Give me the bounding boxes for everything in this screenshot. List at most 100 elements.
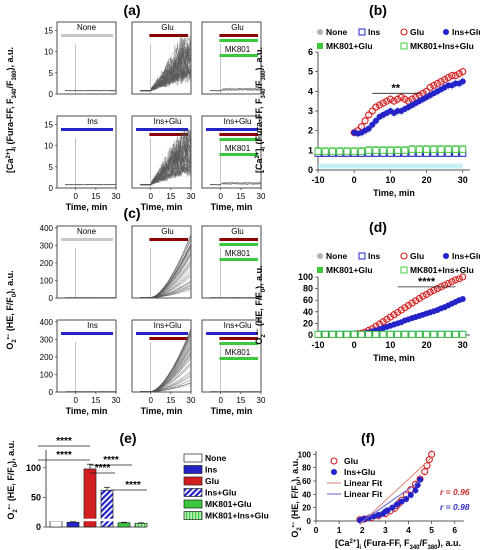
condition-label: MK801 bbox=[225, 45, 251, 54]
glu-stimulus-bar bbox=[219, 34, 258, 37]
y-tick-label: 100 bbox=[26, 463, 41, 473]
point-mk801-ins-glu bbox=[365, 146, 373, 154]
legend-label: Glu bbox=[410, 251, 424, 261]
glu-stimulus-bar bbox=[149, 34, 188, 37]
ylabel-part: i bbox=[12, 147, 18, 149]
legend-label: MK801+Ins+Glu bbox=[410, 41, 474, 51]
y-tick-label: 0 bbox=[36, 522, 41, 532]
point-none bbox=[317, 29, 323, 35]
x-tick-label: 0 bbox=[314, 525, 319, 535]
sub: 0 bbox=[297, 481, 303, 485]
mk801-stimulus-bar bbox=[219, 39, 258, 42]
sub: i bbox=[359, 545, 361, 550]
ylabel-part: 2+ bbox=[6, 151, 12, 158]
point-ins-glu bbox=[459, 78, 466, 85]
point-mk801-ins-glu bbox=[350, 147, 358, 155]
legend-swatch bbox=[183, 511, 203, 520]
point-glu bbox=[386, 95, 394, 103]
x-axis-label: Time, min bbox=[141, 406, 183, 416]
point-glu bbox=[430, 286, 438, 294]
ins-stimulus-bar bbox=[136, 128, 188, 131]
point-ins-glu bbox=[366, 514, 373, 521]
point-glu bbox=[390, 311, 398, 319]
y-tick-label: 0 bbox=[308, 165, 313, 175]
sub: i bbox=[261, 147, 267, 149]
panel-b-ylabel: [Ca2+]i (Fura-FF, F340/F380), a.u. bbox=[254, 47, 267, 173]
legend-swatch bbox=[183, 453, 203, 463]
point-glu bbox=[408, 299, 416, 307]
point-glu bbox=[400, 28, 408, 36]
y-tick-label: 10 bbox=[44, 48, 53, 57]
sub: 2 bbox=[261, 334, 267, 338]
bar-glu bbox=[83, 468, 97, 528]
mk801-stimulus-bar bbox=[219, 54, 258, 57]
r-label: r = 0.96 bbox=[440, 487, 470, 497]
panel-a-grid: 0 5 10 15 None Glu Glu MK801 0 5 10 15 0 15 30 Ins 0 15 30… bbox=[44, 21, 266, 212]
y-tick-label: 100 bbox=[40, 276, 54, 285]
point-glu bbox=[437, 77, 445, 86]
mk801-stimulus-bar bbox=[219, 153, 258, 156]
y-tick-label: 80 bbox=[302, 464, 311, 473]
x-tick-label: 0 bbox=[149, 192, 154, 201]
point-ins-glu bbox=[459, 296, 466, 303]
point-mk801-ins-glu bbox=[459, 145, 467, 153]
point-mk801-ins-glu bbox=[430, 330, 438, 338]
point-glu bbox=[397, 93, 405, 101]
point-mk801-ins-glu bbox=[321, 147, 329, 155]
legend-label: None bbox=[326, 251, 348, 261]
point-glu bbox=[459, 273, 467, 281]
x-tick-label: 30 bbox=[112, 192, 121, 201]
cell-trace bbox=[209, 87, 262, 92]
y-tick-label: 60 bbox=[303, 295, 313, 305]
point-glu bbox=[365, 111, 373, 119]
point-mk801-ins-glu bbox=[394, 146, 402, 154]
point-glu bbox=[448, 72, 456, 80]
x-tick-label: 30 bbox=[257, 192, 266, 201]
none-stimulus-bar bbox=[61, 34, 113, 37]
glu-stimulus-bar bbox=[219, 337, 258, 340]
point-glu bbox=[444, 74, 452, 82]
legend-label: MK801+Ins+Glu bbox=[410, 265, 474, 275]
point-glu bbox=[361, 117, 369, 125]
x-tick-label: 30 bbox=[458, 340, 468, 350]
point-glu bbox=[423, 290, 431, 298]
sub: 380 bbox=[428, 545, 439, 550]
panel-d-ylabel: O2•− (HE, F/F0), a.u. bbox=[254, 265, 267, 344]
sub: 2 bbox=[297, 527, 303, 531]
ins-stimulus-bar bbox=[61, 128, 113, 131]
point-mk801-ins-glu bbox=[343, 330, 351, 338]
point-glu bbox=[412, 297, 420, 305]
point-ins-glu bbox=[407, 492, 414, 498]
point-glu bbox=[394, 308, 402, 316]
x-tick-label: 30 bbox=[112, 396, 121, 405]
x-axis-label: Time, min bbox=[66, 406, 108, 416]
x-axis-label: Time, min bbox=[211, 202, 253, 212]
point-mk801-ins-glu bbox=[372, 146, 380, 154]
legend-label: Ins+Glu bbox=[344, 467, 375, 477]
condition-label: MK801 bbox=[225, 249, 251, 258]
point-mk801-ins-glu bbox=[336, 330, 344, 338]
point-mk801-ins-glu bbox=[408, 145, 416, 153]
point-mk801-ins-glu bbox=[444, 330, 452, 338]
y-tick-label: 5 bbox=[49, 69, 54, 78]
y-tick-label: 20 bbox=[303, 318, 313, 328]
x-tick-label: -10 bbox=[311, 340, 324, 350]
x-tick-label: -10 bbox=[311, 175, 324, 185]
x-tick-label: 15 bbox=[91, 192, 100, 201]
x-tick-label: 20 bbox=[422, 340, 432, 350]
point-glu bbox=[433, 285, 441, 293]
linear-fit-line bbox=[359, 457, 432, 525]
significance-label: ** bbox=[392, 82, 401, 94]
ylabel-part: ] bbox=[5, 149, 15, 152]
glu-stimulus-bar bbox=[149, 133, 188, 136]
x-tick-label: 15 bbox=[236, 192, 245, 201]
point-mk801-ins-glu bbox=[437, 145, 445, 153]
point-mk801-glu bbox=[317, 43, 323, 49]
x-axis-label: Time, min bbox=[211, 406, 253, 416]
point-mk801-ins-glu bbox=[350, 330, 358, 338]
significance-label: **** bbox=[125, 480, 141, 491]
panel-label-a: (a) bbox=[123, 2, 140, 18]
point-ins-glu bbox=[443, 29, 449, 35]
